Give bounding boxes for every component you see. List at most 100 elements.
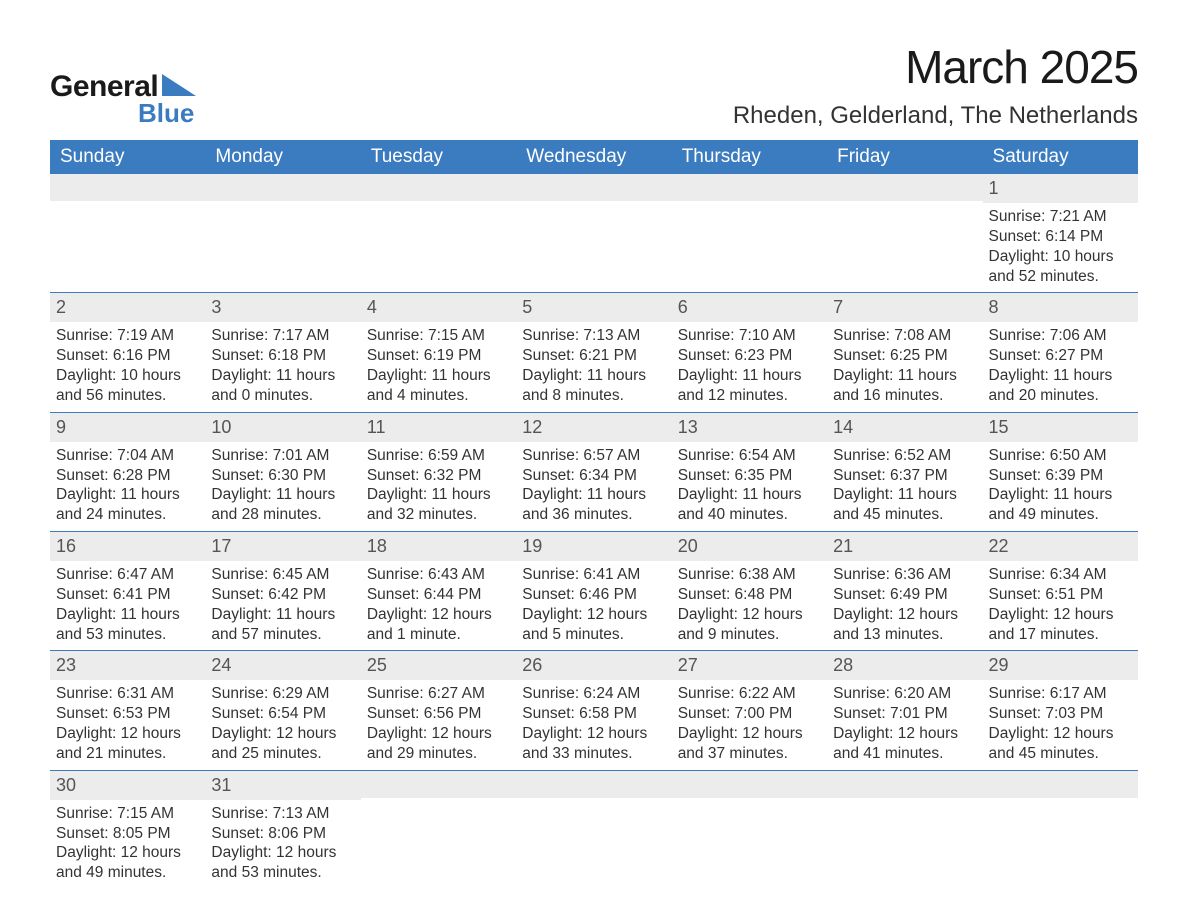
day-number: 4 bbox=[361, 293, 516, 322]
day-sunset: Sunset: 6:56 PM bbox=[367, 704, 510, 724]
day-sunrise: Sunrise: 7:15 AM bbox=[367, 326, 510, 346]
dow-header-cell: Friday bbox=[827, 140, 982, 174]
day-info: Sunrise: 6:38 AMSunset: 6:48 PMDaylight:… bbox=[678, 565, 821, 644]
day-daylight: Daylight: 12 hours and 21 minutes. bbox=[56, 724, 199, 764]
day-info: Sunrise: 7:17 AMSunset: 6:18 PMDaylight:… bbox=[211, 326, 354, 405]
day-daylight: Daylight: 11 hours and 40 minutes. bbox=[678, 485, 821, 525]
week-row: 23 Sunrise: 6:31 AMSunset: 6:53 PMDayligh… bbox=[50, 650, 1138, 769]
day-cell: 10Sunrise: 7:01 AMSunset: 6:30 PMDayligh… bbox=[205, 413, 360, 531]
day-cell: 25Sunrise: 6:27 AMSunset: 6:56 PMDayligh… bbox=[361, 651, 516, 769]
day-cell bbox=[50, 174, 205, 292]
day-daylight: Daylight: 11 hours and 4 minutes. bbox=[367, 366, 510, 406]
day-cell: 4Sunrise: 7:15 AMSunset: 6:19 PMDaylight… bbox=[361, 293, 516, 411]
day-sunset: Sunset: 8:05 PM bbox=[56, 824, 199, 844]
day-cell bbox=[516, 174, 671, 292]
day-sunset: Sunset: 6:35 PM bbox=[678, 466, 821, 486]
day-sunset: Sunset: 6:21 PM bbox=[522, 346, 665, 366]
day-daylight: Daylight: 11 hours and 0 minutes. bbox=[211, 366, 354, 406]
day-cell: 27Sunrise: 6:22 AMSunset: 7:00 PMDayligh… bbox=[672, 651, 827, 769]
dow-header-cell: Thursday bbox=[672, 140, 827, 174]
day-number bbox=[361, 771, 516, 798]
day-cell bbox=[827, 771, 982, 889]
day-cell: 17 Sunrise: 6:45 AMSunset: 6:42 PMDayligh… bbox=[205, 532, 360, 650]
day-daylight: Daylight: 12 hours and 53 minutes. bbox=[211, 843, 354, 883]
day-number bbox=[827, 771, 982, 798]
day-number bbox=[983, 771, 1138, 798]
day-number: 8 bbox=[983, 293, 1138, 322]
day-number: 18 bbox=[361, 532, 516, 561]
day-cell: 21Sunrise: 6:36 AMSunset: 6:49 PMDayligh… bbox=[827, 532, 982, 650]
day-info: Sunrise: 7:10 AMSunset: 6:23 PMDaylight:… bbox=[678, 326, 821, 405]
day-info bbox=[211, 205, 354, 283]
day-sunrise: Sunrise: 7:04 AM bbox=[56, 446, 199, 466]
day-sunrise: Sunrise: 6:27 AM bbox=[367, 684, 510, 704]
day-cell bbox=[516, 771, 671, 889]
day-sunrise: Sunrise: 7:06 AM bbox=[989, 326, 1132, 346]
day-sunrise: Sunrise: 7:13 AM bbox=[522, 326, 665, 346]
day-cell: 2Sunrise: 7:19 AMSunset: 6:16 PMDaylight… bbox=[50, 293, 205, 411]
day-number: 9 bbox=[50, 413, 205, 442]
day-sunrise: Sunrise: 6:29 AM bbox=[211, 684, 354, 704]
day-sunset: Sunset: 6:39 PM bbox=[989, 466, 1132, 486]
week-row: 16Sunrise: 6:47 AMSunset: 6:41 PMDayligh… bbox=[50, 531, 1138, 650]
day-daylight: Daylight: 11 hours and 45 minutes. bbox=[833, 485, 976, 525]
day-daylight: Daylight: 11 hours and 16 minutes. bbox=[833, 366, 976, 406]
day-sunrise: Sunrise: 6:47 AM bbox=[56, 565, 199, 585]
day-daylight: Daylight: 11 hours and 49 minutes. bbox=[989, 485, 1132, 525]
day-daylight: Daylight: 12 hours and 9 minutes. bbox=[678, 605, 821, 645]
day-sunset: Sunset: 6:49 PM bbox=[833, 585, 976, 605]
day-sunset: Sunset: 6:27 PM bbox=[989, 346, 1132, 366]
day-daylight: Daylight: 11 hours and 32 minutes. bbox=[367, 485, 510, 525]
day-info: Sunrise: 6:31 AMSunset: 6:53 PMDaylight:… bbox=[56, 684, 199, 763]
day-sunset: Sunset: 6:54 PM bbox=[211, 704, 354, 724]
week-row: 30Sunrise: 7:15 AMSunset: 8:05 PMDayligh… bbox=[50, 770, 1138, 889]
day-number: 11 bbox=[361, 413, 516, 442]
day-daylight: Daylight: 12 hours and 13 minutes. bbox=[833, 605, 976, 645]
day-info: Sunrise: 6:36 AMSunset: 6:49 PMDaylight:… bbox=[833, 565, 976, 644]
day-sunrise: Sunrise: 6:31 AM bbox=[56, 684, 199, 704]
day-sunrise: Sunrise: 6:43 AM bbox=[367, 565, 510, 585]
day-sunrise: Sunrise: 7:08 AM bbox=[833, 326, 976, 346]
day-number bbox=[516, 771, 671, 798]
day-daylight: Daylight: 10 hours and 56 minutes. bbox=[56, 366, 199, 406]
day-sunrise: Sunrise: 6:59 AM bbox=[367, 446, 510, 466]
day-cell: 11 Sunrise: 6:59 AMSunset: 6:32 PMDayligh… bbox=[361, 413, 516, 531]
day-sunset: Sunset: 6:44 PM bbox=[367, 585, 510, 605]
day-info: Sunrise: 6:43 AMSunset: 6:44 PMDaylight:… bbox=[367, 565, 510, 644]
day-cell bbox=[827, 174, 982, 292]
day-sunrise: Sunrise: 6:17 AM bbox=[989, 684, 1132, 704]
day-cell: 15Sunrise: 6:50 AMSunset: 6:39 PMDayligh… bbox=[983, 413, 1138, 531]
day-sunset: Sunset: 7:00 PM bbox=[678, 704, 821, 724]
day-cell: 18 Sunrise: 6:43 AMSunset: 6:44 PMDayligh… bbox=[361, 532, 516, 650]
day-cell: 29Sunrise: 6:17 AMSunset: 7:03 PMDayligh… bbox=[983, 651, 1138, 769]
day-info: Sunrise: 6:17 AMSunset: 7:03 PMDaylight:… bbox=[989, 684, 1132, 763]
day-info bbox=[833, 205, 976, 283]
day-number bbox=[516, 174, 671, 201]
day-daylight: Daylight: 11 hours and 20 minutes. bbox=[989, 366, 1132, 406]
day-info: Sunrise: 6:45 AMSunset: 6:42 PMDaylight:… bbox=[211, 565, 354, 644]
day-sunrise: Sunrise: 7:13 AM bbox=[211, 804, 354, 824]
day-daylight: Daylight: 11 hours and 8 minutes. bbox=[522, 366, 665, 406]
day-info bbox=[678, 205, 821, 283]
day-info: Sunrise: 7:01 AMSunset: 6:30 PMDaylight:… bbox=[211, 446, 354, 525]
calendar-grid: SundayMondayTuesdayWednesdayThursdayFrid… bbox=[50, 140, 1138, 889]
day-number: 23 bbox=[50, 651, 205, 680]
day-info: Sunrise: 7:19 AMSunset: 6:16 PMDaylight:… bbox=[56, 326, 199, 405]
day-info: Sunrise: 7:21 AMSunset: 6:14 PMDaylight:… bbox=[989, 207, 1132, 286]
day-sunset: Sunset: 6:28 PM bbox=[56, 466, 199, 486]
day-cell bbox=[205, 174, 360, 292]
day-info bbox=[367, 802, 510, 880]
day-cell: 14Sunrise: 6:52 AMSunset: 6:37 PMDayligh… bbox=[827, 413, 982, 531]
day-sunset: Sunset: 7:01 PM bbox=[833, 704, 976, 724]
day-info: Sunrise: 6:59 AMSunset: 6:32 PMDaylight:… bbox=[367, 446, 510, 525]
day-sunrise: Sunrise: 7:21 AM bbox=[989, 207, 1132, 227]
day-daylight: Daylight: 12 hours and 41 minutes. bbox=[833, 724, 976, 764]
day-cell: 23 Sunrise: 6:31 AMSunset: 6:53 PMDayligh… bbox=[50, 651, 205, 769]
day-number: 17 bbox=[205, 532, 360, 561]
day-sunset: Sunset: 6:48 PM bbox=[678, 585, 821, 605]
day-number: 31 bbox=[205, 771, 360, 800]
day-number bbox=[827, 174, 982, 201]
day-sunrise: Sunrise: 6:50 AM bbox=[989, 446, 1132, 466]
day-info: Sunrise: 6:52 AMSunset: 6:37 PMDaylight:… bbox=[833, 446, 976, 525]
day-number: 3 bbox=[205, 293, 360, 322]
